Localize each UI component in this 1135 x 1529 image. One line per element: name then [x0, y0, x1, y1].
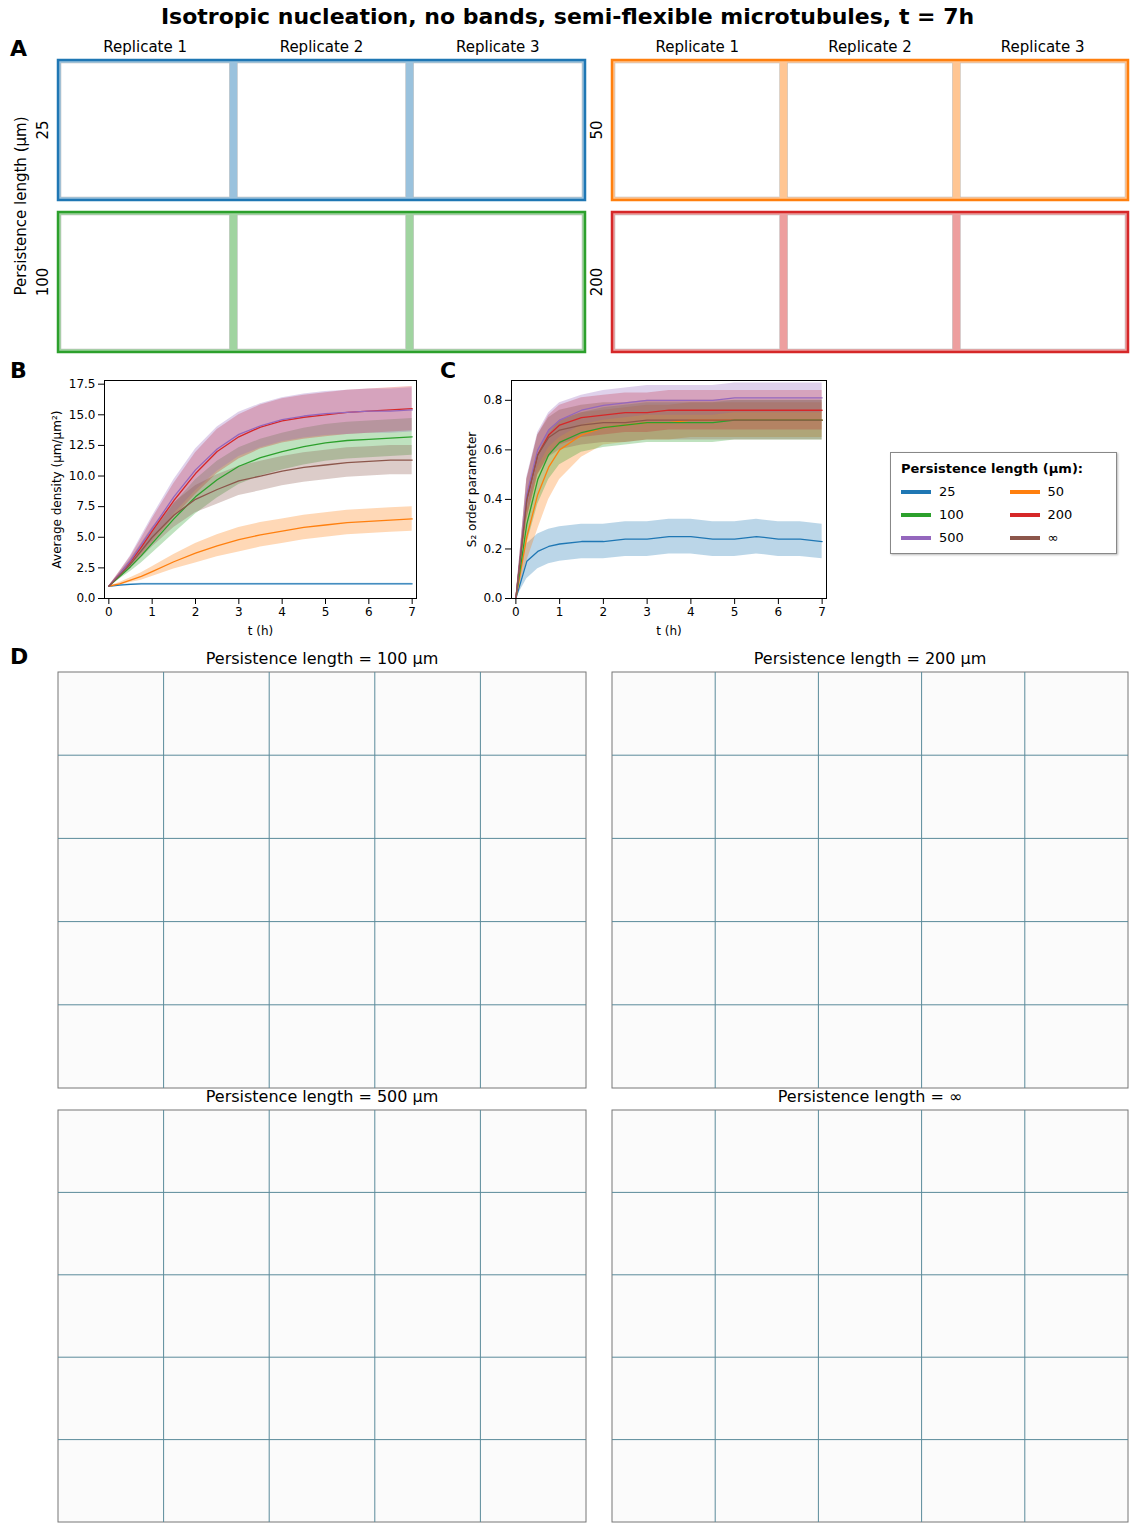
svg-text:0.4: 0.4 [483, 492, 502, 506]
svg-text:Persistence length (μm): Persistence length (μm) [12, 116, 30, 295]
svg-text:25: 25 [34, 120, 52, 139]
svg-text:D: D [10, 644, 28, 669]
html-text:50: 50 [1047, 484, 1064, 499]
svg-text:A: A [10, 36, 27, 61]
html-text:25: 25 [939, 484, 956, 499]
html-text:C: C [440, 358, 457, 383]
svg-text:15.0: 15.0 [69, 408, 96, 422]
svg-text:17.5: 17.5 [69, 377, 96, 391]
svg-text:Replicate 2: Replicate 2 [280, 38, 364, 56]
svg-text:4: 4 [687, 605, 695, 619]
svg-text:Persistence length = 500 μm: Persistence length = 500 μm [206, 1087, 439, 1106]
svg-text:50: 50 [588, 120, 606, 139]
svg-text:Replicate 1: Replicate 1 [655, 38, 739, 56]
svg-text:7.5: 7.5 [76, 499, 95, 513]
svg-text:4: 4 [278, 605, 286, 619]
svg-text:7: 7 [818, 605, 826, 619]
html-text:B: B [10, 358, 27, 383]
svg-text:0.0: 0.0 [483, 591, 502, 605]
svg-text:0.2: 0.2 [483, 542, 502, 556]
svg-text:t (h): t (h) [248, 624, 274, 638]
svg-text:Persistence length = 100 μm: Persistence length = 100 μm [206, 649, 439, 668]
svg-text:Persistence length = 200 μm: Persistence length = 200 μm [754, 649, 987, 668]
svg-text:Replicate 3: Replicate 3 [1001, 38, 1085, 56]
svg-text:Replicate 3: Replicate 3 [456, 38, 540, 56]
svg-text:1: 1 [148, 605, 156, 619]
html-text:500: 500 [939, 530, 964, 545]
svg-text:2: 2 [600, 605, 608, 619]
svg-text:2: 2 [192, 605, 200, 619]
html-text:200: 200 [1047, 507, 1073, 522]
svg-text:6: 6 [365, 605, 373, 619]
svg-text:100: 100 [34, 268, 52, 297]
svg-text:6: 6 [775, 605, 783, 619]
svg-text:Average density (μm/μm²): Average density (μm/μm²) [50, 411, 64, 569]
svg-text:5: 5 [322, 605, 330, 619]
svg-text:200: 200 [588, 268, 606, 297]
html-text:Isotropic nucleation, no bands: Isotropic nucleation, no bands, semi-fle… [160, 4, 975, 29]
svg-text:10.0: 10.0 [69, 469, 96, 483]
svg-text:3: 3 [643, 605, 651, 619]
svg-text:0: 0 [512, 605, 520, 619]
svg-text:0.8: 0.8 [483, 393, 502, 407]
svg-text:0: 0 [105, 605, 113, 619]
svg-text:0.6: 0.6 [483, 443, 502, 457]
svg-text:2.5: 2.5 [76, 561, 95, 575]
svg-text:Persistence length = ∞: Persistence length = ∞ [778, 1087, 963, 1106]
svg-text:Replicate 2: Replicate 2 [828, 38, 912, 56]
svg-text:3: 3 [235, 605, 243, 619]
svg-text:Replicate 1: Replicate 1 [103, 38, 187, 56]
html-text:100: 100 [939, 507, 964, 522]
svg-text:5.0: 5.0 [76, 530, 95, 544]
svg-text:7: 7 [408, 605, 416, 619]
svg-text:12.5: 12.5 [69, 438, 96, 452]
svg-text:5: 5 [731, 605, 739, 619]
svg-text:1: 1 [556, 605, 564, 619]
svg-text:t (h): t (h) [656, 624, 682, 638]
svg-text:S₂ order parameter: S₂ order parameter [465, 432, 479, 547]
html-text:Persistence length (μm):: Persistence length (μm): [901, 461, 1083, 476]
svg-text:0.0: 0.0 [76, 591, 95, 605]
